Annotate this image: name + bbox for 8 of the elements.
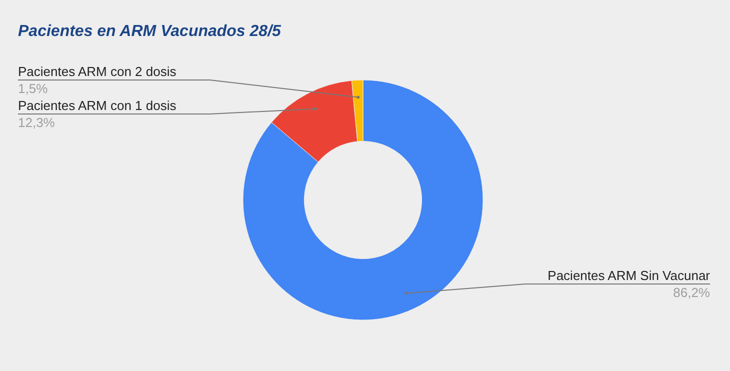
- slice-label: Pacientes ARM Sin Vacunar: [548, 268, 711, 283]
- data-label: 1,5%: [18, 81, 48, 96]
- data-label: 12,3%: [18, 115, 56, 130]
- donut-slice: [242, 80, 484, 320]
- chart-title: Pacientes en ARM Vacunados 28/5: [18, 23, 282, 40]
- slice-label: Pacientes ARM con 2 dosis: [18, 64, 177, 79]
- slice-label: Pacientes ARM con 1 dosis: [18, 98, 177, 113]
- data-label: 86,2%: [673, 285, 710, 300]
